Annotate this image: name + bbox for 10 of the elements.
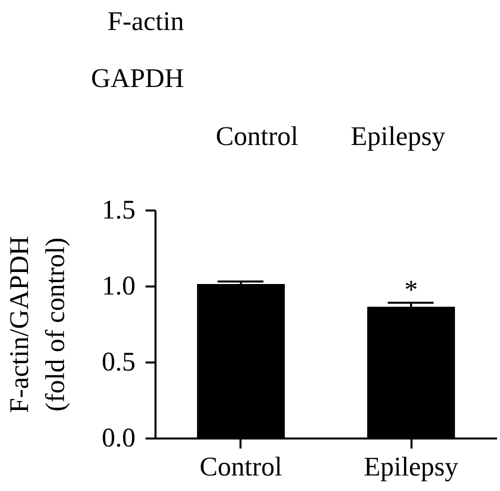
y-tick-label: 1.5: [102, 194, 136, 224]
y-tick-label: 1.0: [102, 270, 136, 300]
y-tick-label: 0.5: [102, 346, 136, 376]
text: F-actin: [108, 6, 184, 36]
y-tick-label: 0.0: [102, 422, 136, 452]
text: Epilepsy: [350, 121, 446, 151]
y-axis-title: F-actin/GAPDH (fold of control): [4, 236, 70, 413]
text: GAPDH: [90, 63, 184, 93]
annotation: *: [404, 274, 418, 304]
text: Control: [216, 121, 298, 151]
